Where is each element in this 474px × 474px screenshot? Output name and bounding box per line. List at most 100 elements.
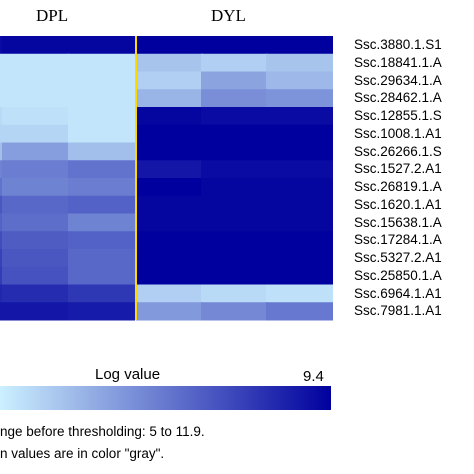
heatmap-cell <box>266 231 333 250</box>
heatmap-cell <box>266 36 333 55</box>
heatmap-cell <box>136 284 203 303</box>
threshold-range-note: nge before thresholding: 5 to 11.9. <box>0 424 205 439</box>
color-scale-max-label: 9.4 <box>303 368 324 385</box>
heatmap-cell <box>68 160 135 179</box>
heatmap-cell <box>68 36 135 55</box>
heatmap-cell <box>68 71 135 90</box>
heatmap-cell <box>0 302 2 321</box>
heatmap-cell <box>0 284 2 303</box>
row-label: Ssc.25850.1.A <box>354 267 442 283</box>
heatmap-cell <box>2 195 69 214</box>
heatmap-cell <box>136 53 203 72</box>
heatmap-cell <box>266 178 333 197</box>
heatmap-cell <box>68 195 135 214</box>
heatmap-cell <box>0 89 2 108</box>
heatmap-cell <box>68 142 135 161</box>
row-label: Ssc.6964.1.A1 <box>354 285 442 301</box>
heatmap-cell <box>0 36 2 55</box>
group-label-dpl: DPL <box>36 6 69 25</box>
row-label: Ssc.29634.1.A <box>354 72 442 88</box>
heatmap-cell <box>136 302 203 321</box>
heatmap-cell <box>0 142 2 161</box>
heatmap-cell <box>0 249 2 268</box>
heatmap-cell <box>2 142 69 161</box>
heatmap-cell <box>136 89 203 108</box>
heatmap-cell <box>2 178 69 197</box>
heatmap-cell <box>201 231 268 250</box>
row-label: Ssc.26819.1.A <box>354 179 442 194</box>
heatmap-cell <box>68 213 135 232</box>
heatmap-cell <box>68 266 135 285</box>
heatmap-cell <box>2 107 69 126</box>
heatmap-cell <box>136 195 203 214</box>
heatmap-cell <box>136 213 203 232</box>
heatmap-cell <box>201 160 268 179</box>
heatmap-cell <box>136 124 203 143</box>
heatmap-cell <box>68 231 135 250</box>
row-label: Ssc.3880.1.S1 <box>354 37 442 52</box>
heatmap-cell <box>2 124 69 143</box>
row-label: Ssc.26266.1.S <box>354 143 442 159</box>
heatmap-cell <box>266 71 333 90</box>
heatmap-cell <box>2 89 69 108</box>
heatmap-cell <box>2 266 69 285</box>
heatmap-cell <box>266 213 333 232</box>
color-scale-caption: Log value <box>95 366 161 383</box>
row-label: Ssc.15638.1.A <box>354 214 442 230</box>
heatmap-cell <box>2 36 69 55</box>
heatmap-cell <box>68 302 135 321</box>
heatmap-cell <box>0 178 2 197</box>
heatmap-cell <box>2 302 69 321</box>
heatmap-cell <box>68 53 135 72</box>
heatmap-cell <box>201 36 268 55</box>
heatmap-cell <box>201 178 268 197</box>
heatmap-cell <box>136 231 203 250</box>
heatmap-cell <box>136 107 203 126</box>
heatmap-cell <box>0 195 2 214</box>
heatmap-cell <box>2 249 69 268</box>
heatmap-cell <box>201 107 268 126</box>
heatmap-cell <box>2 160 69 179</box>
heatmap-cell <box>201 195 268 214</box>
heatmap-cell <box>2 71 69 90</box>
heatmap-cell <box>136 249 203 268</box>
missing-values-note: n values are in color "gray". <box>0 446 165 461</box>
heatmap-cell <box>266 53 333 72</box>
group-label-dyl: DYL <box>211 6 246 25</box>
heatmap-cell <box>136 266 203 285</box>
heatmap-cell <box>201 142 268 161</box>
row-label: Ssc.1527.2.A1 <box>354 161 442 177</box>
color-scale-bar <box>0 386 331 410</box>
heatmap-cell <box>0 53 2 72</box>
heatmap-cell <box>266 89 333 108</box>
heatmap-cell <box>0 213 2 232</box>
row-label: Ssc.5327.2.A1 <box>354 250 442 265</box>
heatmap-cell <box>0 107 2 126</box>
heatmap-cell <box>68 89 135 108</box>
row-label: Ssc.7981.1.A1 <box>354 303 442 319</box>
row-label: Ssc.1620.1.A1 <box>354 196 442 212</box>
heatmap-cell <box>68 178 135 197</box>
heatmap-cell <box>0 231 2 250</box>
row-label: Ssc.12855.1.S <box>354 108 442 123</box>
heatmap-cell <box>201 89 268 108</box>
heatmap-cell <box>266 160 333 179</box>
heatmap-cell <box>2 213 69 232</box>
heatmap-cell <box>136 142 203 161</box>
heatmap-cell <box>266 249 333 268</box>
heatmap-cell <box>0 160 2 179</box>
heatmap-cell <box>2 284 69 303</box>
heatmap-cell <box>201 284 268 303</box>
row-label: Ssc.18841.1.A <box>354 54 442 70</box>
heatmap-cell <box>201 71 268 90</box>
heatmap-cell <box>201 249 268 268</box>
heatmap-cell <box>266 195 333 214</box>
heatmap-cell <box>0 124 2 143</box>
heatmap-cell <box>201 124 268 143</box>
heatmap-cell <box>136 160 203 179</box>
heatmap-cell <box>2 53 69 72</box>
row-label: Ssc.28462.1.A <box>354 90 442 106</box>
heatmap-cell <box>136 36 203 55</box>
heatmap-cell <box>266 107 333 126</box>
